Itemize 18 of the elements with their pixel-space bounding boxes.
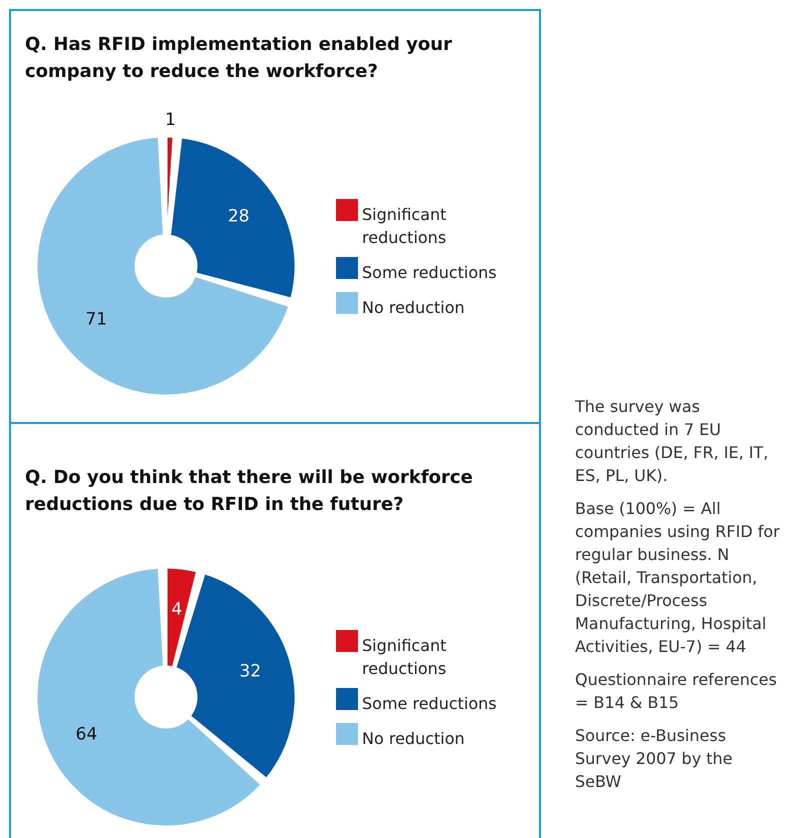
legend-label: No reduction — [362, 297, 466, 319]
legend-label: No reduction — [362, 728, 466, 750]
data-label: 64 — [76, 724, 98, 745]
text: The survey was conducted in 7 EU countries (DE, FR, IE, IT, ES, PL, UK). — [575, 396, 770, 487]
legend-label: Some reductions — [362, 262, 498, 284]
data-label: 71 — [85, 310, 108, 330]
text: Questionnaire references = B14 & B15 — [575, 669, 778, 714]
legend-label: Some reductions — [362, 693, 498, 715]
legend-label: Significant reductions — [362, 204, 448, 249]
data-label: 4 — [171, 600, 182, 620]
data-label: 1 — [165, 110, 176, 130]
data-label: 28 — [228, 206, 250, 226]
data-label: 32 — [239, 662, 262, 682]
chart-title: Q. Has RFID implementation enabled your company to reduce the workforce? — [25, 33, 453, 84]
text: Base (100%) = All companies using RFID for regular business. N (Retail, Transportation, Discrete/Process Manufacturing, Hospital Activities, EU-7) = 44 — [575, 498, 780, 658]
chart-title: Q. Do you think that there will be workforce reductions due to RFID in the future? — [25, 466, 474, 517]
source-note: Source: e-Business Survey 2007 by the SeBW — [575, 725, 734, 793]
legend-label: Significant reductions — [362, 635, 448, 680]
